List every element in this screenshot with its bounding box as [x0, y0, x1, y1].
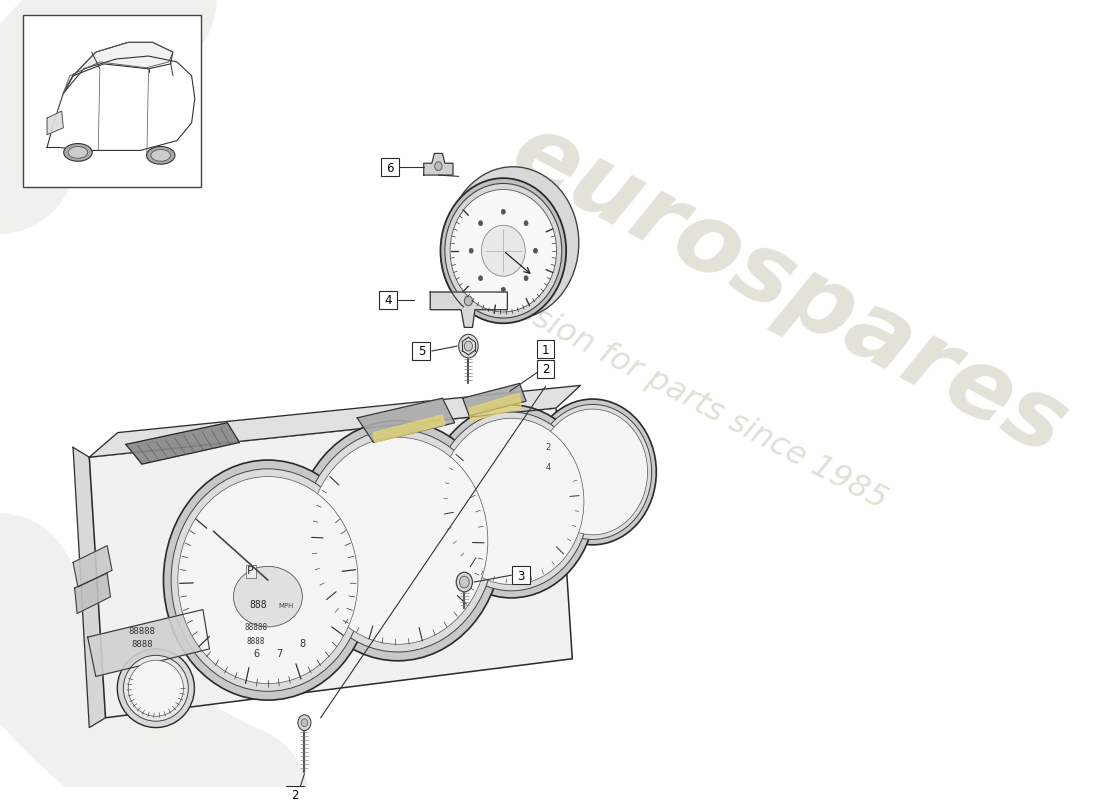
Circle shape — [464, 341, 473, 351]
Ellipse shape — [294, 421, 503, 661]
Ellipse shape — [428, 405, 595, 598]
Polygon shape — [89, 408, 572, 718]
Bar — [23, 14, 201, 187]
Text: 6: 6 — [253, 649, 260, 659]
Ellipse shape — [233, 566, 302, 627]
Polygon shape — [47, 111, 64, 134]
FancyBboxPatch shape — [381, 158, 398, 176]
Polygon shape — [463, 383, 526, 416]
Ellipse shape — [129, 660, 184, 716]
Polygon shape — [430, 292, 507, 327]
Polygon shape — [125, 422, 240, 464]
FancyBboxPatch shape — [513, 566, 530, 584]
Circle shape — [478, 276, 483, 281]
Polygon shape — [373, 415, 444, 442]
Circle shape — [469, 248, 473, 253]
Ellipse shape — [450, 190, 557, 312]
Ellipse shape — [178, 477, 358, 684]
Polygon shape — [73, 447, 106, 727]
Circle shape — [459, 334, 478, 358]
Text: 2: 2 — [542, 363, 549, 376]
Ellipse shape — [538, 409, 648, 534]
Text: 8888: 8888 — [131, 640, 153, 649]
Circle shape — [524, 221, 528, 226]
Circle shape — [502, 287, 505, 292]
FancyBboxPatch shape — [537, 340, 554, 358]
Text: 3: 3 — [517, 570, 525, 582]
Text: a passion for parts since 1985: a passion for parts since 1985 — [451, 262, 892, 515]
Ellipse shape — [64, 143, 92, 162]
Ellipse shape — [68, 146, 88, 158]
Circle shape — [456, 572, 473, 592]
Ellipse shape — [301, 430, 495, 652]
Ellipse shape — [534, 405, 651, 539]
Circle shape — [434, 162, 442, 170]
Ellipse shape — [482, 226, 525, 276]
Polygon shape — [73, 546, 112, 587]
Text: 7: 7 — [276, 649, 283, 659]
Polygon shape — [89, 386, 581, 457]
Text: 2: 2 — [290, 789, 298, 800]
Circle shape — [301, 718, 308, 726]
Polygon shape — [424, 154, 453, 175]
Text: 88888: 88888 — [244, 622, 267, 632]
Text: 8888: 8888 — [246, 637, 265, 646]
Ellipse shape — [118, 649, 195, 727]
Circle shape — [502, 210, 505, 214]
Circle shape — [524, 276, 528, 281]
Ellipse shape — [448, 166, 579, 319]
Ellipse shape — [164, 460, 372, 700]
Ellipse shape — [172, 469, 364, 691]
Ellipse shape — [444, 183, 562, 318]
Polygon shape — [64, 42, 173, 94]
Ellipse shape — [440, 178, 566, 323]
Polygon shape — [75, 574, 110, 614]
Text: 1: 1 — [542, 343, 549, 357]
Ellipse shape — [433, 412, 590, 591]
Text: 88888: 88888 — [129, 627, 155, 636]
Text: 5: 5 — [418, 346, 425, 358]
Circle shape — [478, 221, 483, 226]
Text: 4: 4 — [546, 463, 551, 473]
Circle shape — [298, 714, 311, 730]
Polygon shape — [470, 394, 521, 421]
Ellipse shape — [529, 399, 657, 545]
Ellipse shape — [151, 150, 170, 162]
Ellipse shape — [146, 146, 175, 164]
Circle shape — [534, 248, 538, 253]
FancyBboxPatch shape — [286, 786, 304, 800]
Text: 8: 8 — [299, 638, 306, 649]
Polygon shape — [358, 398, 454, 442]
Text: 4: 4 — [384, 294, 392, 307]
Text: 888: 888 — [250, 600, 267, 610]
Text: P: P — [248, 566, 254, 576]
Ellipse shape — [123, 655, 188, 721]
FancyBboxPatch shape — [379, 291, 397, 309]
Text: MPH: MPH — [278, 602, 294, 609]
Text: 2: 2 — [546, 443, 551, 452]
Text: eurospares: eurospares — [495, 105, 1082, 475]
Ellipse shape — [439, 418, 584, 585]
Circle shape — [460, 576, 470, 588]
Polygon shape — [88, 610, 209, 677]
Ellipse shape — [308, 438, 487, 644]
FancyBboxPatch shape — [537, 360, 554, 378]
Polygon shape — [89, 386, 581, 457]
FancyBboxPatch shape — [412, 342, 430, 360]
Circle shape — [464, 296, 473, 306]
Text: 6: 6 — [386, 162, 394, 174]
